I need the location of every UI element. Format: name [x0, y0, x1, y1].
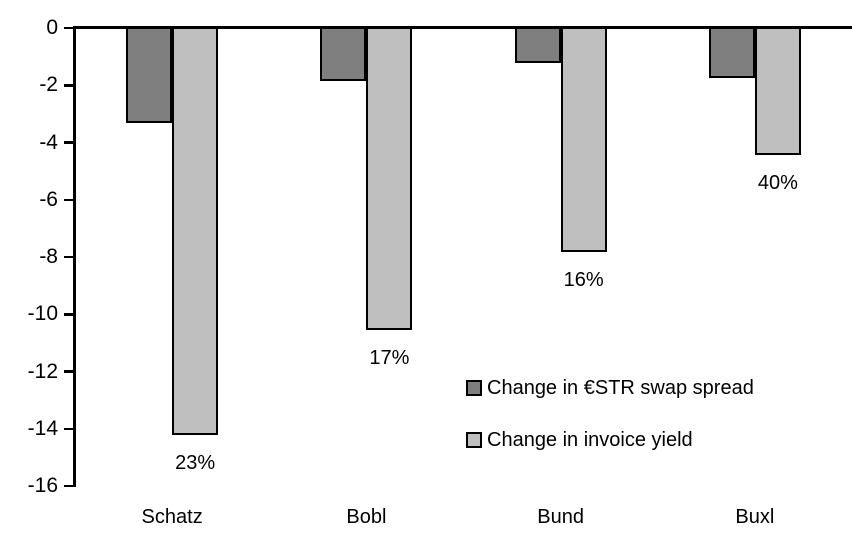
y-tick-label: -4 [39, 130, 58, 154]
category-label: Bobl [346, 506, 387, 528]
y-axis-tick [64, 255, 74, 259]
y-tick-label: -10 [27, 302, 58, 326]
y-tick-label: 0 [46, 16, 58, 39]
x-axis-zero-line [75, 26, 852, 29]
legend-item: Change in €STR swap spread [466, 376, 754, 399]
y-axis-tick [64, 484, 74, 488]
y-axis-tick [64, 141, 74, 144]
data-label: 16% [563, 269, 604, 292]
bar-swap-spread [320, 27, 367, 81]
y-tick-label: -12 [27, 359, 58, 383]
y-axis-tick [64, 198, 74, 201]
y-axis-line [73, 26, 76, 487]
category-label: Schatz [141, 506, 203, 528]
bar-swap-spread [514, 27, 561, 64]
y-axis-tick [64, 84, 74, 87]
category-label: Bund [537, 506, 584, 528]
y-tick-label: -14 [27, 416, 58, 440]
bar-invoice-yield [560, 27, 607, 253]
category-label: Buxl [735, 506, 775, 528]
legend-label: Change in invoice yield [487, 428, 693, 451]
bar-invoice-yield [754, 27, 801, 155]
bar-invoice-yield [366, 27, 413, 330]
data-label: 40% [757, 171, 798, 194]
y-tick-label: -8 [39, 245, 58, 268]
y-axis-tick [64, 26, 74, 30]
data-label: 17% [369, 346, 410, 369]
legend-label: Change in €STR swap spread [487, 376, 754, 399]
legend-swatch [466, 380, 482, 396]
y-axis-tick [64, 427, 74, 430]
bar-invoice-yield [172, 27, 219, 436]
legend-swatch [466, 432, 482, 448]
y-tick-label: -6 [39, 187, 58, 211]
legend: Change in €STR swap spread Change in inv… [466, 376, 754, 482]
y-tick-label: -16 [27, 474, 58, 497]
data-label: 23% [175, 452, 216, 475]
y-axis-tick [64, 370, 74, 373]
bar-swap-spread [126, 27, 173, 124]
legend-item: Change in invoice yield [466, 428, 754, 451]
bar-swap-spread [708, 27, 755, 78]
y-tick-label: -2 [39, 73, 58, 97]
y-axis-tick [64, 313, 74, 316]
